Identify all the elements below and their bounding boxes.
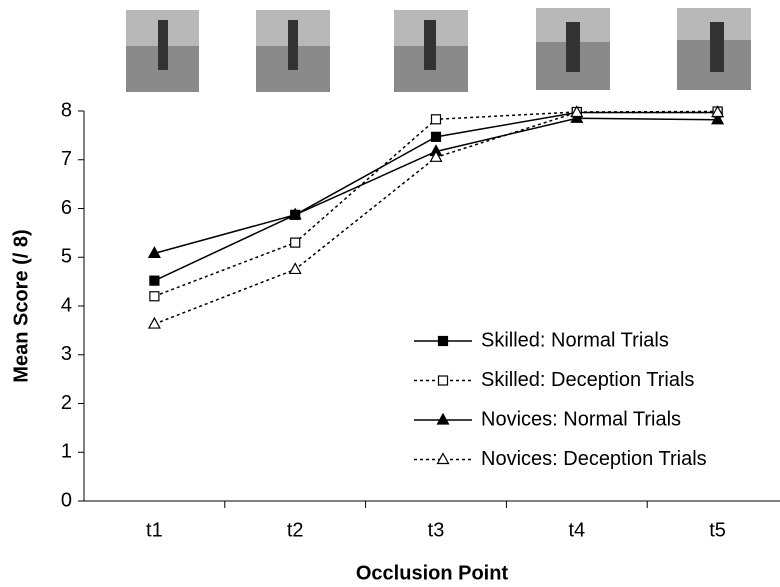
- marker: [288, 262, 302, 275]
- photo: [566, 22, 580, 72]
- y-axis-label: Mean Score (/ 8): [10, 229, 32, 382]
- x-tick-label: t2: [287, 519, 304, 541]
- legend-label: Skilled: Deception Trials: [481, 369, 694, 391]
- y-tick-label: 0: [61, 489, 72, 511]
- x-tick-label: t5: [709, 519, 726, 541]
- legend-label: Skilled: Normal Trials: [481, 329, 669, 351]
- photo: [288, 20, 298, 70]
- marker: [711, 105, 725, 118]
- y-tick-label: 6: [61, 197, 72, 219]
- x-axis-label: Occlusion Point: [356, 562, 509, 584]
- legend-label: Novices: Deception Trials: [481, 448, 707, 470]
- y-tick-label: 1: [61, 441, 72, 463]
- photo: [710, 22, 724, 72]
- marker: [430, 131, 442, 142]
- y-tick-label: 3: [61, 343, 72, 365]
- x-tick-label: t4: [568, 519, 585, 541]
- y-tick-label: 8: [61, 99, 72, 121]
- y-tick-label: 2: [61, 392, 72, 414]
- photo-strip: [126, 8, 751, 92]
- x-tick-label: t3: [428, 519, 445, 541]
- photo: [424, 20, 436, 70]
- marker: [147, 316, 161, 329]
- marker: [429, 150, 443, 162]
- marker: [288, 207, 302, 220]
- marker: [711, 112, 725, 125]
- marker: [290, 237, 301, 248]
- legend-label: Novices: Normal Trials: [481, 408, 681, 430]
- legend-marker: [437, 335, 449, 347]
- marker: [570, 111, 584, 123]
- marker: [570, 105, 584, 118]
- x-tick-label: t1: [146, 519, 163, 541]
- series-line: [154, 111, 718, 325]
- legend-marker: [436, 412, 450, 425]
- legend-marker: [437, 375, 449, 386]
- marker: [149, 291, 160, 302]
- legend-marker: [436, 452, 450, 465]
- photo: [158, 20, 168, 70]
- y-tick-label: 7: [61, 148, 72, 170]
- marker: [147, 246, 161, 258]
- y-tick-label: 5: [61, 246, 72, 268]
- marker: [430, 114, 442, 125]
- y-tick-label: 4: [61, 294, 72, 316]
- marker: [149, 275, 160, 286]
